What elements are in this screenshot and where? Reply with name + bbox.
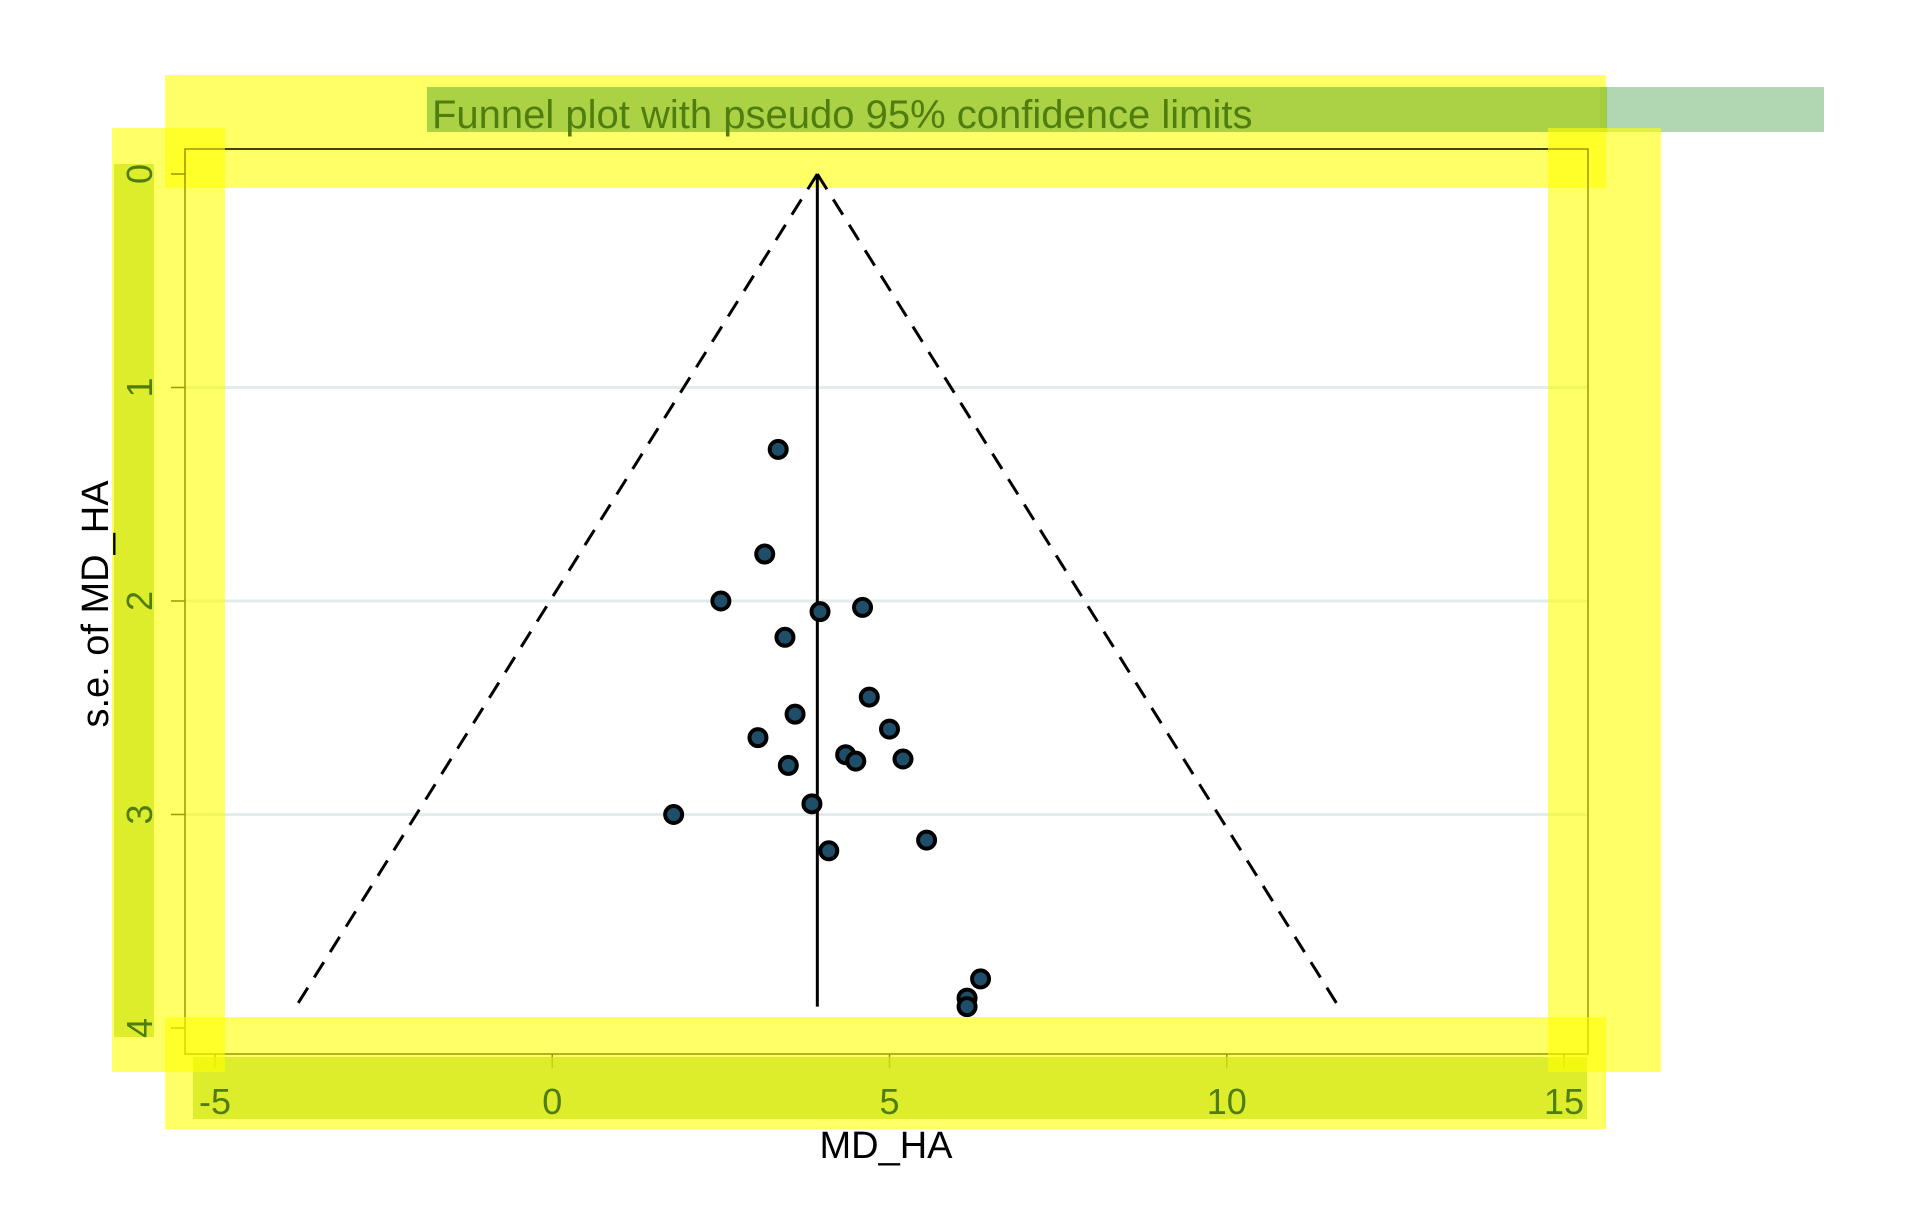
- title-highlight-extension: [1600, 87, 1824, 132]
- funnel-layer: [294, 173, 1340, 1008]
- points-layer: [663, 438, 992, 1018]
- data-point: [663, 804, 685, 825]
- y-axis-label: s.e. of MD_HA: [75, 480, 117, 728]
- chart-title: Funnel plot with pseudo 95% confidence l…: [432, 93, 1252, 137]
- data-point: [767, 438, 789, 460]
- data-point: [970, 968, 992, 990]
- data-point: [818, 840, 840, 862]
- highlight-layer-front: [112, 128, 1661, 1129]
- y-tick-label: 4: [119, 1018, 160, 1038]
- right-frame-highlight-box: [1548, 128, 1661, 1072]
- y-tick-label: 0: [119, 164, 160, 184]
- data-point: [801, 793, 823, 815]
- x-axis-highlight-box: [165, 1017, 1606, 1129]
- data-point: [774, 626, 796, 648]
- data-point: [916, 829, 938, 851]
- data-point: [956, 996, 978, 1018]
- x-tick-label: 10: [1207, 1081, 1247, 1122]
- data-point: [852, 596, 874, 618]
- y-tick-label: 2: [119, 591, 160, 611]
- x-tick-label: -5: [199, 1081, 231, 1122]
- data-point: [747, 727, 769, 749]
- x-axis-label: MD_HA: [819, 1125, 953, 1167]
- axes-layer: [171, 148, 1589, 1068]
- data-point: [754, 543, 776, 565]
- funnel-left-boundary: [294, 173, 819, 1008]
- data-point: [858, 686, 880, 708]
- y-tick-label: 3: [119, 804, 160, 824]
- funnel-right-boundary: [816, 173, 1340, 1008]
- data-point: [879, 718, 900, 740]
- y-axis-highlight-box: [112, 128, 225, 1072]
- y-tick-label: 1: [119, 377, 160, 397]
- x-tick-label: 15: [1544, 1081, 1584, 1122]
- title-text-highlight: [427, 87, 1607, 132]
- data-point: [809, 601, 831, 623]
- data-point: [777, 754, 799, 776]
- grid-layer: [185, 386, 1588, 816]
- x-tick-label: 0: [542, 1081, 562, 1122]
- data-point: [784, 703, 806, 725]
- highlight-layer-back: [165, 75, 1824, 188]
- data-point: [892, 748, 914, 770]
- data-point: [710, 590, 732, 612]
- data-point: [845, 750, 867, 772]
- x-tick-label: 5: [879, 1081, 899, 1122]
